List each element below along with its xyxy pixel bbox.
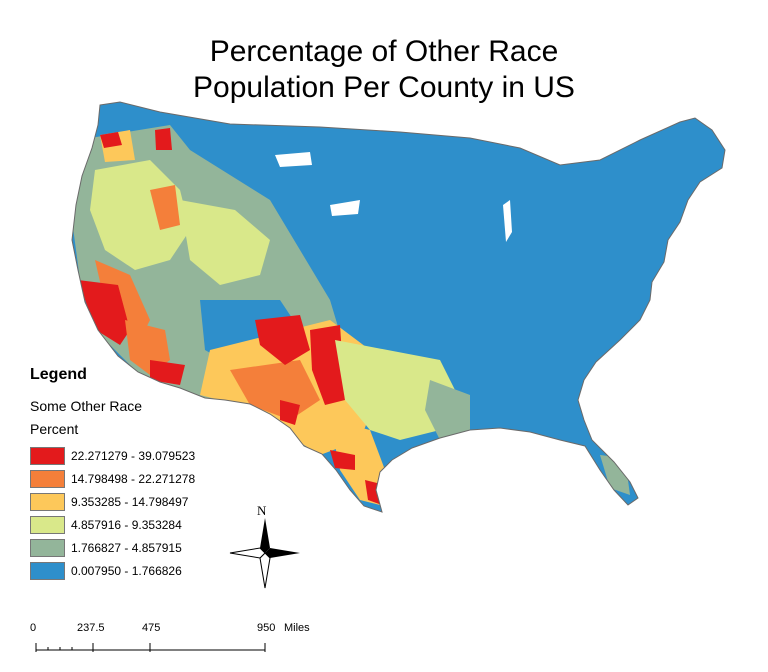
legend-swatch xyxy=(30,469,65,488)
great-basin-region xyxy=(180,200,270,285)
legend-class-label: 22.271279 - 39.079523 xyxy=(71,448,196,463)
legend-layer-name: Some Other Race xyxy=(30,398,143,414)
legend-class: 14.798498 - 22.271278 xyxy=(30,467,195,490)
north-arrow xyxy=(229,518,300,589)
legend-class-label: 0.007950 - 1.766826 xyxy=(71,563,182,578)
north-label: N xyxy=(257,503,267,518)
colorado-high-region xyxy=(255,315,310,365)
scale-tick-label: 237.5 xyxy=(77,622,105,634)
legend-class: 22.271279 - 39.079523 xyxy=(30,444,195,467)
legend-class: 0.007950 - 1.766826 xyxy=(30,559,195,582)
legend-title: Legend xyxy=(30,366,87,383)
legend-swatch xyxy=(30,492,65,511)
legend-swatch xyxy=(30,446,65,465)
legend-swatch xyxy=(30,538,65,557)
california-high-region xyxy=(78,280,130,345)
legend-swatch xyxy=(30,561,65,580)
map-title-line-2: Population Per County in US xyxy=(193,71,575,104)
nodata-area-dakota xyxy=(330,200,360,216)
legend-class: 4.857916 - 9.353284 xyxy=(30,513,195,536)
east-texas-region xyxy=(425,380,470,440)
legend-class-label: 4.857916 - 9.353284 xyxy=(71,517,182,532)
legend-field-name: Percent xyxy=(30,421,79,437)
map-title-line-1: Percentage of Other Race xyxy=(209,35,559,68)
central-valley-region xyxy=(95,260,150,340)
eastern-washington-high-county xyxy=(155,128,172,150)
legend-swatch xyxy=(30,515,65,534)
lake-michigan xyxy=(503,200,512,242)
legend-class: 9.353285 - 14.798497 xyxy=(30,490,195,513)
southern-california-high-region xyxy=(150,360,185,385)
map-title: Percentage of Other Race Population Per … xyxy=(0,34,768,106)
south-texas-high-county xyxy=(330,450,355,470)
legend-class-label: 14.798498 - 22.271278 xyxy=(71,471,196,486)
scale-tick-label: 0 xyxy=(30,622,37,634)
idaho-orange-county xyxy=(150,185,180,230)
scale-unit-label: Miles xyxy=(284,622,310,634)
legend-class-label: 9.353285 - 14.798497 xyxy=(71,494,189,509)
legend-class-label: 1.766827 - 4.857915 xyxy=(71,540,182,555)
scale-tick-label: 475 xyxy=(142,622,161,634)
west-texas-high-county xyxy=(280,400,300,425)
nodata-area-montana xyxy=(275,152,312,167)
us-outline xyxy=(71,101,726,513)
washington-high-county xyxy=(100,132,122,148)
scale-bar-graphic xyxy=(35,643,266,652)
scale-tick-label: 950 xyxy=(257,622,276,634)
legend-classes: 22.271279 - 39.079523 14.798498 - 22.271… xyxy=(30,444,195,582)
legend-class: 1.766827 - 4.857915 xyxy=(30,536,195,559)
